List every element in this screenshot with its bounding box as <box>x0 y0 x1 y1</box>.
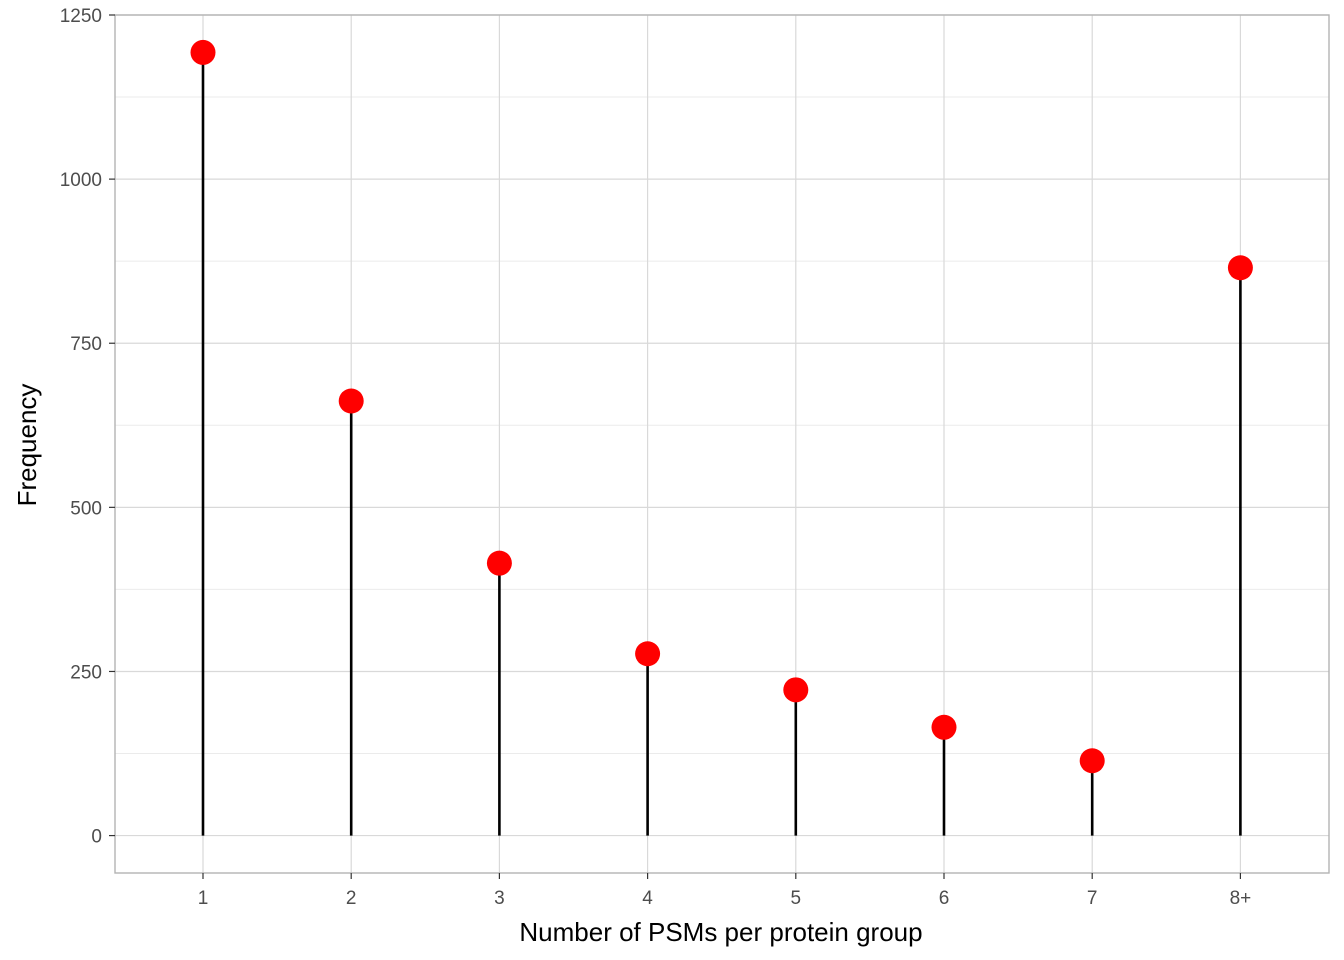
x-tick-label: 1 <box>198 888 209 909</box>
lollipop-point <box>190 39 216 65</box>
y-tick-label: 1000 <box>60 170 102 191</box>
lollipop-point <box>338 388 364 414</box>
x-tick-label: 2 <box>346 888 357 909</box>
lollipop-point <box>1227 255 1253 281</box>
x-tick-label: 5 <box>791 888 802 909</box>
x-axis-title: Number of PSMs per protein group <box>519 917 922 947</box>
lollipop-point <box>635 641 661 667</box>
x-tick-label: 7 <box>1087 888 1098 909</box>
lollipop-point <box>931 714 957 740</box>
x-tick-label: 4 <box>642 888 653 909</box>
y-tick-label: 250 <box>70 662 102 683</box>
x-tick-label: 6 <box>939 888 950 909</box>
y-tick-label: 0 <box>91 827 102 848</box>
lollipop-point <box>783 677 809 703</box>
major-gridlines <box>115 14 1329 873</box>
lollipop-stems <box>201 52 1242 836</box>
minor-gridlines <box>115 96 1329 755</box>
y-tick-label: 1250 <box>60 6 102 27</box>
y-tick-label: 750 <box>70 334 102 355</box>
y-tick-label: 500 <box>70 498 102 519</box>
lollipop-point <box>1079 748 1105 774</box>
x-tick-label: 8+ <box>1230 888 1252 909</box>
lollipop-point <box>486 550 512 576</box>
x-tick-label: 3 <box>494 888 505 909</box>
panel-border <box>114 14 1330 874</box>
y-axis-ticks: 0 250 500 750 1000 1250 <box>60 6 115 848</box>
lollipop-points <box>190 39 1253 774</box>
y-axis-title: Frequency <box>12 384 42 507</box>
x-axis-ticks: 1 2 3 4 5 6 7 8+ <box>198 873 1252 909</box>
